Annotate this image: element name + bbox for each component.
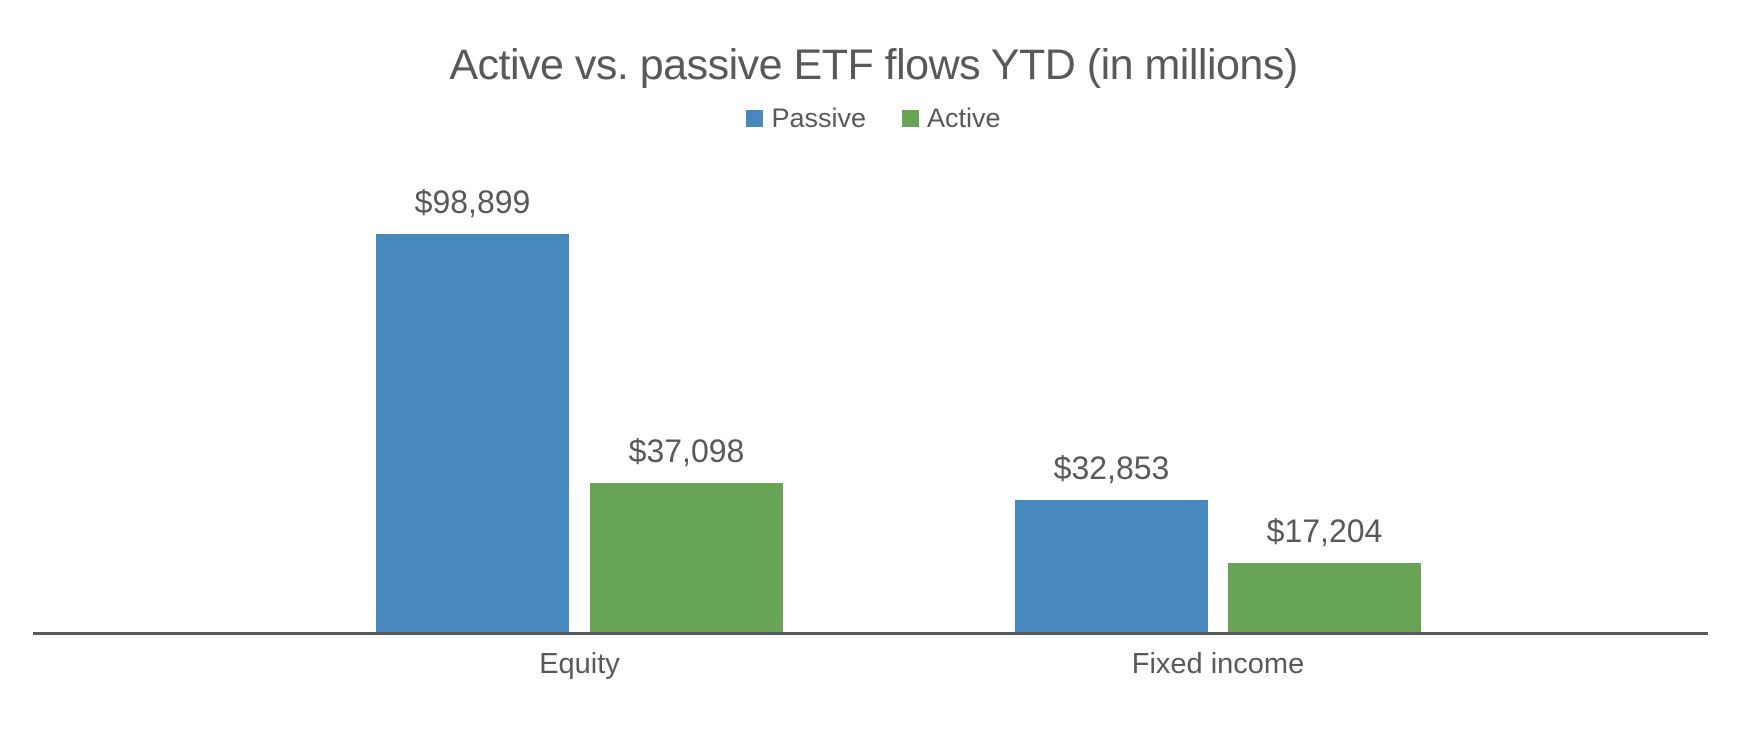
bar-cell-equity-active: $37,098 [590, 432, 783, 632]
legend-label-active: Active [927, 103, 1001, 133]
bar-rect-equity-active [590, 483, 783, 632]
legend-item-passive: Passive [746, 103, 866, 134]
chart-title: Active vs. passive ETF flows YTD (in mil… [449, 41, 1298, 89]
category-axis: Equity Fixed income [33, 648, 1708, 690]
bar-rect-fixed-passive [1015, 500, 1208, 632]
bar-rect-fixed-active [1228, 563, 1421, 632]
bar-value-label-fixed-active: $17,204 [1266, 512, 1383, 549]
bar-cell-fixed-active: $17,204 [1228, 512, 1421, 632]
legend-label-passive: Passive [771, 103, 866, 133]
plot-area: $98,899 $37,098 $32,853 $17,204 [33, 145, 1708, 635]
category-label-fixed-income: Fixed income [1131, 648, 1305, 680]
bar-value-label-fixed-passive: $32,853 [1053, 449, 1170, 486]
active-swatch-icon [902, 110, 919, 127]
bar-value-label-equity-active: $37,098 [628, 432, 745, 469]
bar-value-label-equity-passive: $98,899 [414, 183, 531, 220]
bar-cell-equity-passive: $98,899 [376, 183, 569, 632]
legend: Passive Active [0, 103, 1747, 134]
category-label-equity: Equity [539, 648, 620, 680]
bar-group-equity: $98,899 $37,098 [376, 145, 783, 632]
bar-rect-equity-passive [376, 234, 569, 632]
bar-group-fixed-income: $32,853 $17,204 [1015, 145, 1421, 632]
passive-swatch-icon [746, 110, 764, 127]
bar-cell-fixed-passive: $32,853 [1015, 449, 1208, 632]
legend-item-active: Active [902, 103, 1001, 134]
